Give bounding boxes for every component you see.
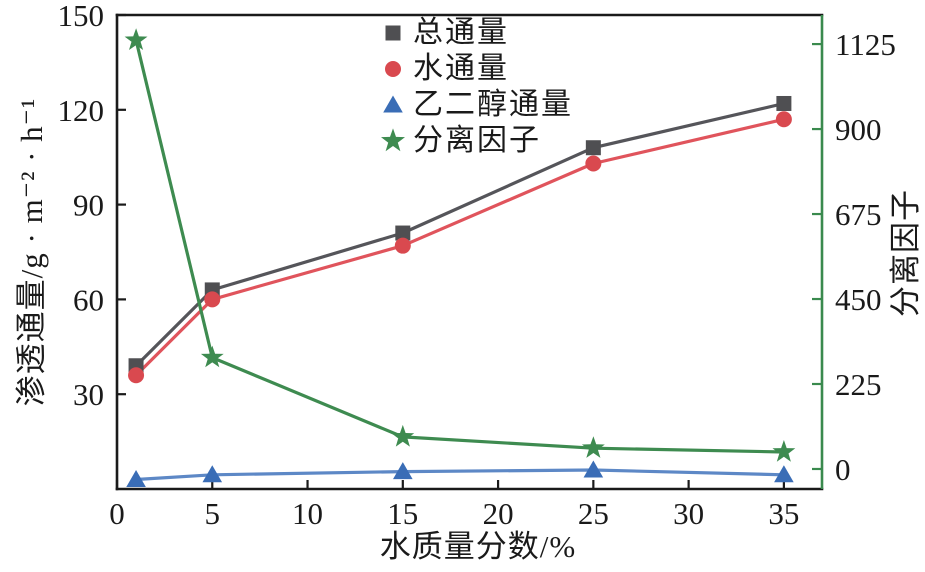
legend: 总通量 水通量 乙二醇通量 分离因子 xyxy=(380,15,573,159)
x-axis-label: 水质量分数/% xyxy=(379,529,577,564)
right-y-tick-label: 900 xyxy=(835,112,882,147)
x-tick-label: 10 xyxy=(292,496,323,531)
legend-item-ethylene-glycol-flux: 乙二醇通量 xyxy=(380,87,573,123)
triangle-marker xyxy=(202,465,223,483)
star-marker xyxy=(581,436,605,458)
left-y-tick-label: 150 xyxy=(58,0,105,33)
star-marker xyxy=(200,345,224,368)
x-tick-label: 20 xyxy=(483,496,514,531)
square-marker xyxy=(385,25,401,41)
square-marker xyxy=(776,95,792,111)
right-y-tick-label: 0 xyxy=(835,452,851,487)
star-marker xyxy=(772,440,796,462)
triangle-marker xyxy=(383,95,403,113)
legend-marker-square-icon xyxy=(385,25,401,41)
x-tick-label: 35 xyxy=(768,496,799,531)
legend-label: 乙二醇通量 xyxy=(413,88,573,121)
circle-marker xyxy=(585,155,602,172)
circle-marker xyxy=(385,61,401,77)
square-marker xyxy=(585,140,601,156)
legend-label: 水通量 xyxy=(413,52,509,85)
star-marker xyxy=(124,28,148,50)
right-y-tick-label: 675 xyxy=(835,197,882,232)
legend-label: 分离因子 xyxy=(413,124,541,157)
circle-marker xyxy=(394,237,411,254)
x-tick-label: 5 xyxy=(205,496,221,531)
y-axis-label-left: 渗透通量/g · m⁻² · h⁻¹ xyxy=(14,97,49,407)
legend-label: 总通量 xyxy=(413,16,509,49)
right-y-tick-label: 225 xyxy=(835,367,882,402)
triangle-marker xyxy=(393,462,413,480)
x-tick-label: 25 xyxy=(578,496,609,531)
triangle-marker xyxy=(774,465,794,483)
legend-marker-circle-icon xyxy=(385,61,401,77)
star-marker xyxy=(381,128,405,152)
legend-item-separation-factor: 分离因子 xyxy=(380,123,573,159)
triangle-marker xyxy=(583,460,604,478)
series-line-2 xyxy=(134,468,786,482)
left-y-tick-label: 60 xyxy=(73,282,104,317)
x-tick-label: 0 xyxy=(109,496,125,531)
legend-item-total-flux: 总通量 xyxy=(380,15,573,51)
triangle-marker xyxy=(126,470,146,488)
left-y-tick-label: 120 xyxy=(58,93,105,128)
left-y-tick-label: 30 xyxy=(73,377,104,412)
circle-marker xyxy=(775,111,792,128)
legend-item-water-flux: 水通量 xyxy=(380,51,573,87)
x-tick-label: 30 xyxy=(673,496,704,531)
star-marker xyxy=(391,424,415,447)
right-y-tick-label: 450 xyxy=(835,282,882,317)
circle-marker xyxy=(204,291,221,308)
x-tick-label: 15 xyxy=(387,496,418,531)
circle-marker xyxy=(128,367,145,384)
legend-marker-star-icon xyxy=(381,128,405,152)
left-y-tick-label: 90 xyxy=(73,188,104,223)
legend-marker-triangle-icon xyxy=(383,95,403,113)
right-y-tick-label: 1125 xyxy=(835,27,896,62)
y-axis-label-right: 分离因子 xyxy=(888,189,923,317)
square-marker xyxy=(395,225,411,241)
